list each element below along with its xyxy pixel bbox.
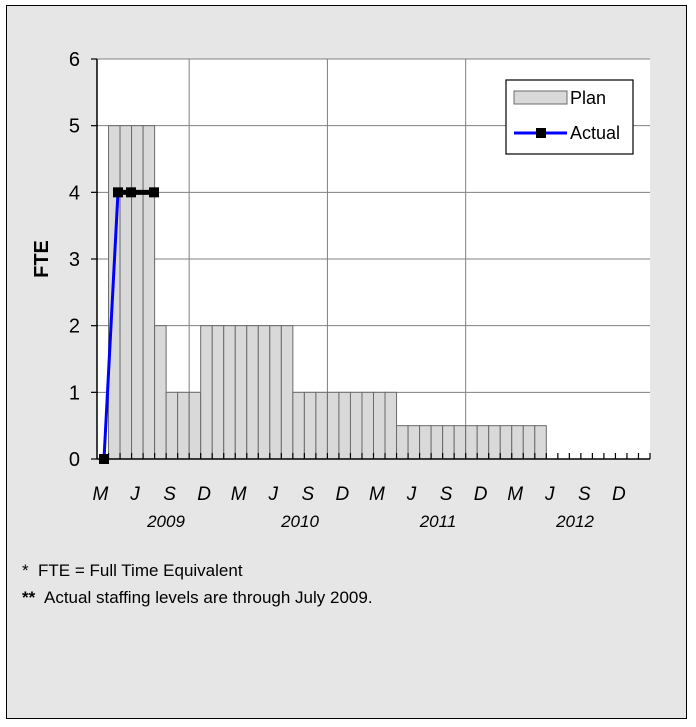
year-label: 2011 [419,512,457,531]
actual-marker [113,187,123,198]
plan-bar [257,325,271,460]
plan-bar [269,325,282,460]
plan-bar [211,325,225,460]
plan-bar [419,425,432,460]
plan-bar [200,325,213,460]
footnote-marker: ** [22,588,36,607]
x-tick-label: J [406,484,417,505]
legend-plan-label: Plan [570,88,606,108]
plan-bar [522,425,536,460]
legend: Plan Actual [505,79,634,155]
year-label: 2012 [555,512,594,531]
x-tick-label: M [231,484,247,505]
actual-marker [99,454,109,464]
actual-marker [149,187,159,198]
plan-bar [234,325,248,460]
y-tick-label: 6 [69,49,80,71]
y-tick-label: 1 [69,382,80,404]
plan-bar [511,425,524,460]
plan-bar [292,391,305,460]
legend-actual-label: Actual [570,123,620,143]
plan-bar [465,425,478,460]
plan-bar [488,425,501,460]
y-tick-label: 2 [69,316,80,338]
plan-bar [407,425,421,460]
plan-bar [396,425,409,460]
x-tick-label: M [93,484,109,505]
plan-bar [223,325,236,460]
plan-bar [303,391,317,460]
y-tick-label: 4 [69,182,80,204]
year-label: 2010 [280,512,319,531]
plan-bar [373,391,386,460]
plan-bar [165,391,179,460]
plan-bar [476,425,490,460]
plan-bar [361,391,374,460]
footnote-marker: * [22,561,29,580]
plan-bar [338,391,351,460]
plan-bar [442,425,455,460]
plan-bar [430,425,444,460]
plan-bar [108,125,121,460]
y-tick-label: 5 [69,116,80,138]
footnote-fte-definition: * FTE = Full Time Equivalent [22,561,243,581]
x-tick-label: D [612,484,626,505]
x-tick-label: S [578,484,591,505]
plan-bar [534,425,547,460]
x-tick-label: S [440,484,453,505]
x-tick-label: J [129,484,140,505]
x-tick-label: S [163,484,176,505]
x-tick-label: M [369,484,385,505]
x-tick-label: M [507,484,523,505]
x-tick-label: J [544,484,555,505]
plan-bar [315,391,328,460]
x-tick-label: S [301,484,314,505]
x-tick-label: D [197,484,211,505]
legend-actual-marker [536,128,546,138]
y-axis-title: FTE [31,240,53,278]
year-label: 2009 [146,512,185,531]
actual-marker [126,187,136,198]
x-tick-label: D [336,484,350,505]
plan-bar [154,325,167,460]
plan-bar [119,125,133,460]
plan-bar [246,325,259,460]
y-tick-label: 0 [69,449,80,471]
legend-plan-swatch [513,90,568,105]
plan-bar [453,425,467,460]
y-tick-label: 3 [69,249,80,271]
footnote-text: Actual staffing levels are through July … [44,588,373,607]
plan-bar [177,391,190,460]
plan-bar [384,391,398,460]
plan-bar [349,391,363,460]
x-tick-label: J [268,484,279,505]
plan-bar [326,391,340,460]
plan-bar [142,125,156,460]
plan-bar [499,425,513,460]
plan-bar [280,325,294,460]
footnote-actual-through: ** Actual staffing levels are through Jul… [22,588,373,608]
footnote-text: FTE = Full Time Equivalent [38,561,243,580]
plan-bar [131,125,144,460]
x-tick-label: D [474,484,488,505]
plan-bar [188,391,202,460]
